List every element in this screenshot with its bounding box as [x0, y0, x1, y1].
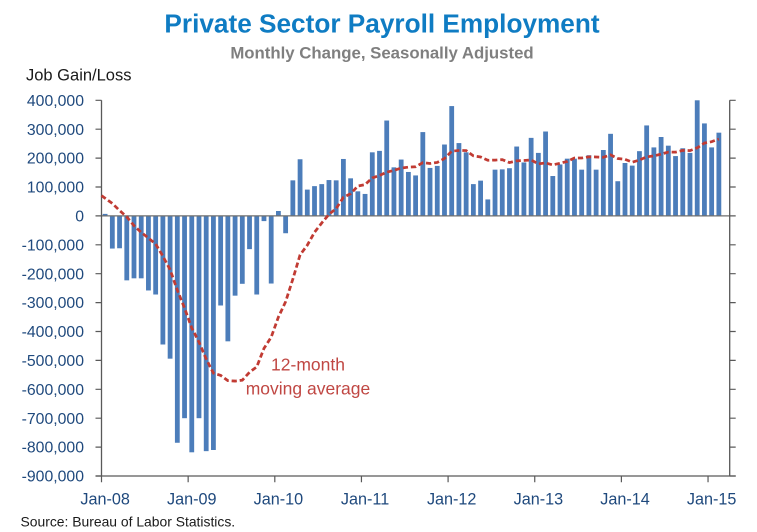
svg-text:12-month: 12-month [271, 355, 345, 375]
svg-text:-500,000: -500,000 [22, 353, 85, 370]
svg-text:Jan-09: Jan-09 [167, 491, 217, 509]
svg-text:-800,000: -800,000 [22, 440, 85, 457]
svg-text:Jan-11: Jan-11 [341, 491, 389, 509]
svg-text:Source: Bureau of Labor Statis: Source: Bureau of Labor Statistics. [21, 514, 236, 530]
svg-text:Jan-14: Jan-14 [600, 491, 650, 509]
svg-text:-600,000: -600,000 [22, 382, 85, 399]
svg-text:Private Sector Payroll Employm: Private Sector Payroll Employment [164, 9, 599, 39]
svg-text:400,000: 400,000 [27, 93, 84, 110]
svg-text:Jan-15: Jan-15 [687, 491, 737, 509]
svg-text:-400,000: -400,000 [22, 324, 85, 341]
svg-text:Jan-13: Jan-13 [514, 491, 564, 509]
svg-text:Jan-08: Jan-08 [80, 491, 130, 509]
svg-text:-200,000: -200,000 [22, 266, 85, 283]
svg-text:Job Gain/Loss: Job Gain/Loss [26, 67, 131, 85]
svg-text:Monthly Change, Seasonally Adj: Monthly Change, Seasonally Adjusted [230, 44, 533, 63]
svg-text:Jan-10: Jan-10 [254, 491, 304, 509]
svg-text:300,000: 300,000 [27, 122, 84, 139]
svg-text:100,000: 100,000 [27, 180, 84, 197]
svg-text:-300,000: -300,000 [22, 295, 85, 312]
svg-text:-900,000: -900,000 [22, 469, 85, 486]
svg-text:moving average: moving average [246, 379, 371, 399]
svg-text:-100,000: -100,000 [22, 237, 85, 254]
svg-text:-700,000: -700,000 [22, 411, 85, 428]
svg-text:0: 0 [75, 209, 84, 226]
svg-text:200,000: 200,000 [27, 151, 84, 168]
svg-text:Jan-12: Jan-12 [427, 491, 477, 509]
